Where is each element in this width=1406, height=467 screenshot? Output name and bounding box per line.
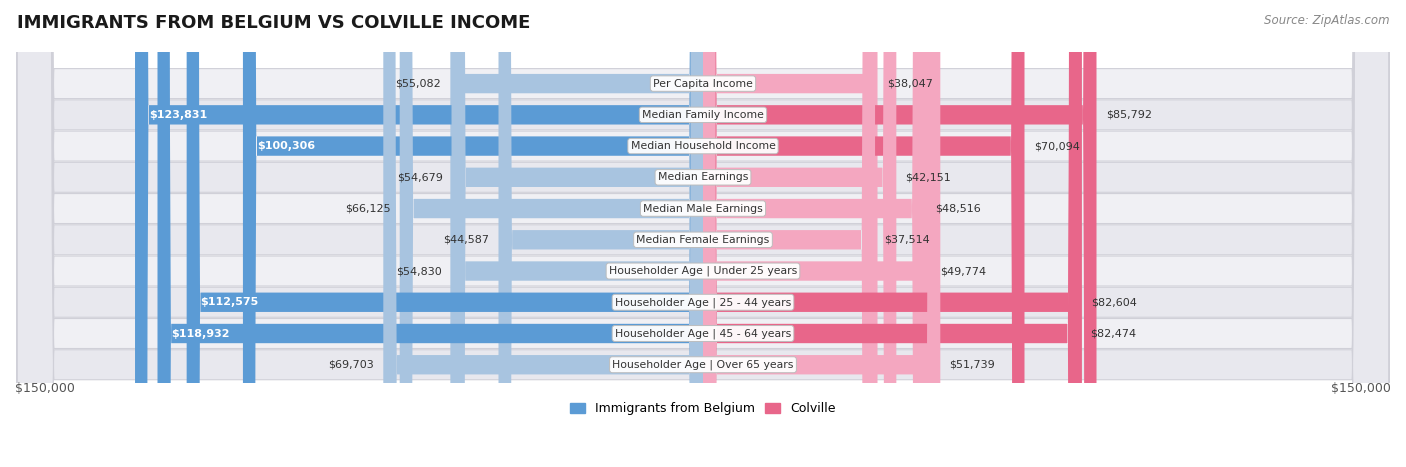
Text: $118,932: $118,932 bbox=[172, 328, 229, 339]
Text: $123,831: $123,831 bbox=[149, 110, 207, 120]
FancyBboxPatch shape bbox=[157, 0, 703, 467]
Text: $82,604: $82,604 bbox=[1091, 297, 1137, 307]
Text: $100,306: $100,306 bbox=[257, 141, 315, 151]
FancyBboxPatch shape bbox=[453, 0, 703, 467]
FancyBboxPatch shape bbox=[451, 0, 703, 467]
Legend: Immigrants from Belgium, Colville: Immigrants from Belgium, Colville bbox=[565, 397, 841, 420]
Text: $51,739: $51,739 bbox=[949, 360, 995, 370]
Text: $37,514: $37,514 bbox=[884, 235, 929, 245]
FancyBboxPatch shape bbox=[17, 0, 1389, 467]
Text: Per Capita Income: Per Capita Income bbox=[652, 78, 754, 89]
FancyBboxPatch shape bbox=[17, 0, 1389, 467]
FancyBboxPatch shape bbox=[187, 0, 703, 467]
FancyBboxPatch shape bbox=[703, 0, 1081, 467]
FancyBboxPatch shape bbox=[703, 0, 931, 467]
FancyBboxPatch shape bbox=[499, 0, 703, 467]
Text: Householder Age | Over 65 years: Householder Age | Over 65 years bbox=[612, 360, 794, 370]
Text: $66,125: $66,125 bbox=[344, 204, 391, 213]
FancyBboxPatch shape bbox=[17, 0, 1389, 467]
FancyBboxPatch shape bbox=[17, 0, 1389, 467]
FancyBboxPatch shape bbox=[17, 0, 1389, 467]
Text: Median Earnings: Median Earnings bbox=[658, 172, 748, 182]
FancyBboxPatch shape bbox=[135, 0, 703, 467]
FancyBboxPatch shape bbox=[243, 0, 703, 467]
FancyBboxPatch shape bbox=[17, 0, 1389, 467]
Text: Householder Age | 25 - 44 years: Householder Age | 25 - 44 years bbox=[614, 297, 792, 307]
FancyBboxPatch shape bbox=[703, 0, 1081, 467]
FancyBboxPatch shape bbox=[17, 0, 1389, 467]
FancyBboxPatch shape bbox=[703, 0, 897, 467]
Text: $150,000: $150,000 bbox=[15, 382, 75, 395]
FancyBboxPatch shape bbox=[703, 0, 925, 467]
FancyBboxPatch shape bbox=[450, 0, 703, 467]
Text: $44,587: $44,587 bbox=[443, 235, 489, 245]
FancyBboxPatch shape bbox=[703, 0, 941, 467]
FancyBboxPatch shape bbox=[703, 0, 1097, 467]
FancyBboxPatch shape bbox=[17, 0, 1389, 467]
Text: Householder Age | 45 - 64 years: Householder Age | 45 - 64 years bbox=[614, 328, 792, 339]
Text: Median Male Earnings: Median Male Earnings bbox=[643, 204, 763, 213]
Text: $150,000: $150,000 bbox=[1331, 382, 1391, 395]
FancyBboxPatch shape bbox=[703, 0, 1025, 467]
Text: $85,792: $85,792 bbox=[1105, 110, 1152, 120]
Text: $55,082: $55,082 bbox=[395, 78, 441, 89]
FancyBboxPatch shape bbox=[399, 0, 703, 467]
FancyBboxPatch shape bbox=[384, 0, 703, 467]
Text: $69,703: $69,703 bbox=[329, 360, 374, 370]
Text: Source: ZipAtlas.com: Source: ZipAtlas.com bbox=[1264, 14, 1389, 27]
FancyBboxPatch shape bbox=[17, 0, 1389, 467]
Text: Median Family Income: Median Family Income bbox=[643, 110, 763, 120]
Text: $42,151: $42,151 bbox=[905, 172, 952, 182]
Text: $38,047: $38,047 bbox=[887, 78, 932, 89]
Text: $54,830: $54,830 bbox=[396, 266, 443, 276]
Text: $82,474: $82,474 bbox=[1091, 328, 1136, 339]
Text: Median Household Income: Median Household Income bbox=[630, 141, 776, 151]
FancyBboxPatch shape bbox=[17, 0, 1389, 467]
Text: Householder Age | Under 25 years: Householder Age | Under 25 years bbox=[609, 266, 797, 276]
Text: IMMIGRANTS FROM BELGIUM VS COLVILLE INCOME: IMMIGRANTS FROM BELGIUM VS COLVILLE INCO… bbox=[17, 14, 530, 32]
Text: $48,516: $48,516 bbox=[935, 204, 980, 213]
FancyBboxPatch shape bbox=[703, 0, 877, 467]
Text: $54,679: $54,679 bbox=[396, 172, 443, 182]
Text: $112,575: $112,575 bbox=[201, 297, 259, 307]
Text: Median Female Earnings: Median Female Earnings bbox=[637, 235, 769, 245]
FancyBboxPatch shape bbox=[703, 0, 875, 467]
Text: $49,774: $49,774 bbox=[941, 266, 987, 276]
Text: $70,094: $70,094 bbox=[1033, 141, 1080, 151]
